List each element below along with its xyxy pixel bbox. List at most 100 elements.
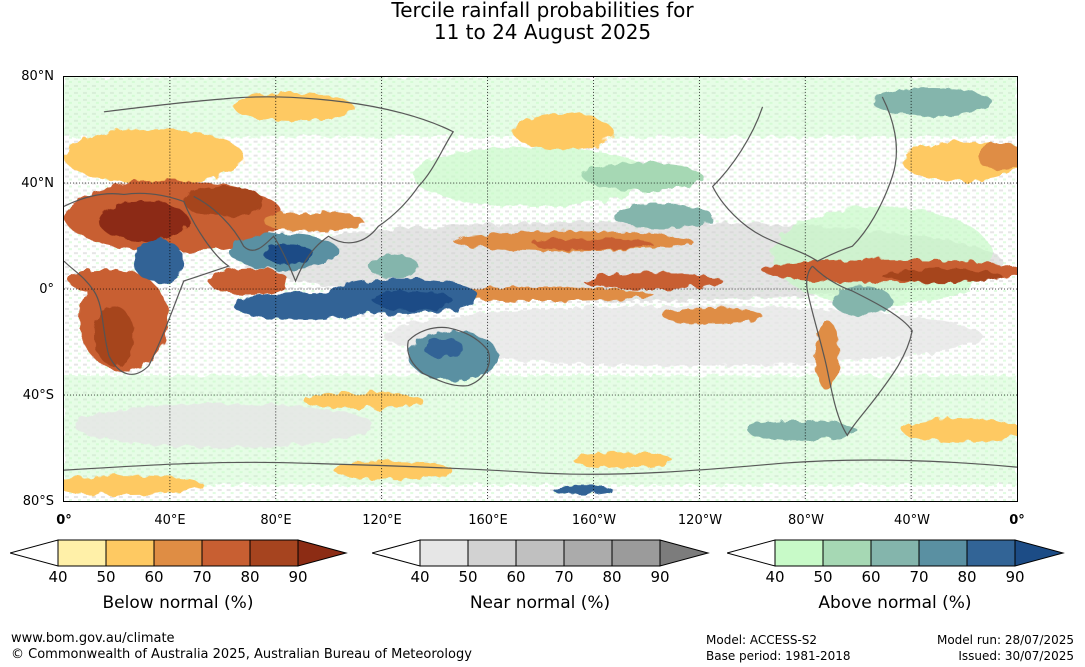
lat-label-equator: 0° <box>39 282 54 297</box>
map-canvas <box>64 77 1017 501</box>
probability-shading <box>64 77 1017 496</box>
lon-label-120w: 120°W <box>677 513 723 528</box>
legend-near-swatch-50-60 <box>467 539 517 567</box>
north-america-coastline <box>711 96 897 262</box>
aleutian-above <box>582 162 703 191</box>
legend-bar-near-normal <box>372 539 710 567</box>
map-title-line-1: Tercile rainfall probabilities for <box>391 0 694 22</box>
antarctic-below-2 <box>333 461 454 480</box>
footer-copyright: © Commonwealth of Australia 2025, Austra… <box>11 647 472 662</box>
legend-near-tick-80: 80 <box>602 568 622 586</box>
greenland-above <box>872 87 993 116</box>
antarctic-below-3 <box>572 452 673 469</box>
equatorial-pacific-below <box>433 287 653 301</box>
legend-above-title: Above normal (%) <box>818 593 972 613</box>
legend-near-tick-50: 50 <box>458 568 478 586</box>
iberia-below <box>977 142 1017 171</box>
legend-above-swatch-40-50 <box>774 539 824 567</box>
lon-label-80w: 80°W <box>788 513 824 528</box>
andes-below <box>815 320 840 391</box>
graticule <box>64 77 1017 501</box>
legend-above-swatch-50-60 <box>822 539 872 567</box>
australia-strong-above <box>423 337 464 358</box>
iran-strong-below <box>183 186 264 217</box>
footer-base-period: Base period: 1981-2018 <box>706 649 851 663</box>
lon-label-80e: 80°E <box>260 513 292 528</box>
south-atlantic-below <box>902 418 1017 443</box>
legend-below-arrow-high <box>297 539 348 567</box>
legend-above-swatch-80-90 <box>966 539 1016 567</box>
lon-label-160w: 160°W <box>571 513 617 528</box>
amazon-above <box>832 286 893 316</box>
legend-below-swatch-70-80 <box>201 539 251 567</box>
legend-below-tick-40: 40 <box>48 568 68 586</box>
west-indian-ocean-below <box>208 267 289 295</box>
legend-near-arrow-high <box>659 539 710 567</box>
equatorial-africa-below <box>68 269 139 293</box>
southern-africa-strong-below <box>93 305 134 366</box>
legend-above-tick-60: 60 <box>861 568 881 586</box>
footer-model: Model: ACCESS-S2 <box>706 633 818 647</box>
lon-label-160e: 160°E <box>468 513 508 528</box>
eurasia-coastline <box>103 96 455 283</box>
rainfall-probability-map <box>63 76 1018 502</box>
coastlines <box>64 96 1017 475</box>
legend-below-swatch-60-70 <box>153 539 203 567</box>
legend-near-tick-60: 60 <box>506 568 526 586</box>
legend-near-swatch-40-50 <box>419 539 469 567</box>
footer-issued-date: Issued: 30/07/2025 <box>958 649 1074 663</box>
south-china-sea-above <box>368 254 419 279</box>
legend-near-tick-70: 70 <box>554 568 574 586</box>
lat-label-80s: 80°S <box>22 494 54 509</box>
legend-below-tick-90: 90 <box>288 568 308 586</box>
east-africa-above <box>133 239 184 284</box>
north-pacific-below <box>513 113 613 150</box>
south-asia-below <box>263 211 364 232</box>
legend-below-arrow-low <box>10 539 59 567</box>
legend-below-swatch-50-60 <box>105 539 155 567</box>
south-pacific-above <box>747 420 858 441</box>
central-pacific-below <box>582 273 723 289</box>
footer-model-run: Model run: 28/07/2025 <box>936 633 1074 647</box>
legend-below-tick-80: 80 <box>240 568 260 586</box>
footer-website-link[interactable]: www.bom.gov.au/climate <box>11 631 175 646</box>
legend-near-swatch-60-70 <box>515 539 565 567</box>
lon-label-120e: 120°E <box>362 513 402 528</box>
legend-near-arrow-low <box>372 539 421 567</box>
legend-bar-below-normal <box>10 539 348 567</box>
legend-above-tick-90: 90 <box>1005 568 1025 586</box>
maritime-continent-strong-above <box>373 290 454 311</box>
legend-above-arrow-high <box>1014 539 1065 567</box>
east-pacific-below <box>662 307 763 324</box>
legend-near-tick-90: 90 <box>650 568 670 586</box>
legend-near-tick-40: 40 <box>410 568 430 586</box>
north-pacific-above <box>413 146 653 207</box>
legend-near-swatch-80-90 <box>611 539 661 567</box>
lon-label-40w: 40°W <box>894 513 930 528</box>
lon-label-0-left: 0° <box>56 513 72 528</box>
antarctic-above <box>552 485 613 496</box>
legend-above-swatch-60-70 <box>870 539 920 567</box>
legend-near-swatch-70-80 <box>563 539 613 567</box>
south-america-coastline <box>806 265 913 437</box>
legend-below-swatch-80-90 <box>249 539 299 567</box>
legend-bar-above-normal <box>727 539 1065 567</box>
africa-coastline <box>64 192 231 375</box>
legend-below-tick-70: 70 <box>192 568 212 586</box>
legend-above-tick-80: 80 <box>957 568 977 586</box>
lon-label-0-right: 0° <box>1009 513 1025 528</box>
antarctica-coastline <box>64 459 1017 475</box>
south-indian-near-normal <box>73 403 374 448</box>
legend-below-swatch-40-50 <box>57 539 107 567</box>
lon-label-40e: 40°E <box>154 513 186 528</box>
sahara-arabia-strong-below <box>98 201 189 242</box>
legend-below-tick-50: 50 <box>96 568 116 586</box>
australia-coastline <box>407 326 490 387</box>
legend-near-title: Near normal (%) <box>469 593 611 613</box>
legend-above-arrow-low <box>727 539 776 567</box>
lat-label-80n: 80°N <box>21 69 54 84</box>
north-pacific-above-2 <box>612 204 713 229</box>
legend-above-tick-40: 40 <box>765 568 785 586</box>
map-title-line-2: 11 to 24 August 2025 <box>433 20 652 44</box>
legend-below-title: Below normal (%) <box>102 593 254 613</box>
